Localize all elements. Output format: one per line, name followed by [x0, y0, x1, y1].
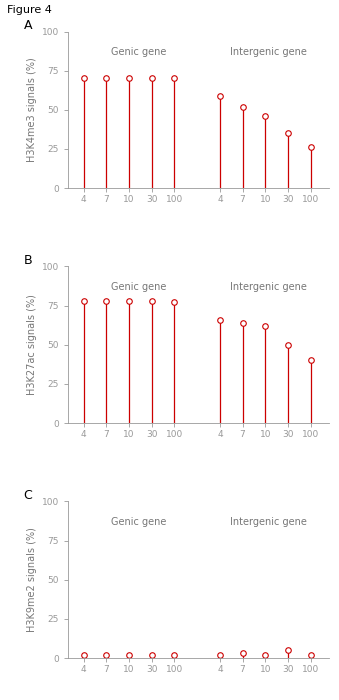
Text: Intergenic gene: Intergenic gene: [231, 47, 307, 57]
Y-axis label: H3K27ac signals (%): H3K27ac signals (%): [27, 294, 37, 396]
Text: B: B: [23, 254, 32, 267]
Y-axis label: H3K4me3 signals (%): H3K4me3 signals (%): [27, 57, 37, 162]
Text: Genic gene: Genic gene: [111, 517, 166, 526]
Text: Genic gene: Genic gene: [111, 282, 166, 292]
Text: Figure 4: Figure 4: [7, 5, 52, 15]
Text: Intergenic gene: Intergenic gene: [231, 282, 307, 292]
Text: Intergenic gene: Intergenic gene: [231, 517, 307, 526]
Text: A: A: [23, 19, 32, 32]
Text: Genic gene: Genic gene: [111, 47, 166, 57]
Y-axis label: H3K9me2 signals (%): H3K9me2 signals (%): [27, 527, 37, 632]
Text: C: C: [23, 489, 32, 502]
